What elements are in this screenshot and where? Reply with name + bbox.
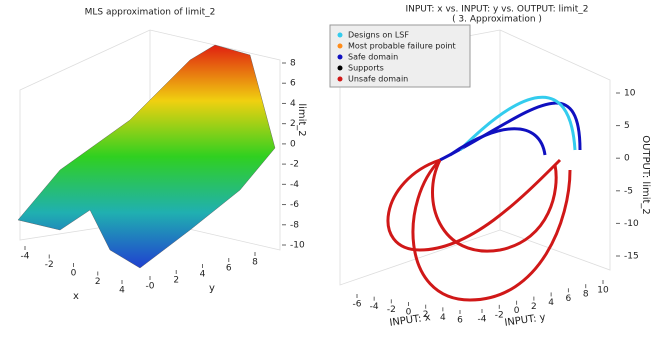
z-tick-label: 10 (624, 89, 636, 99)
z-tick-label: -5 (624, 186, 633, 196)
x-tick-label: 2 (95, 277, 101, 287)
z-tick-label: -4 (290, 180, 299, 190)
surface (17, 44, 276, 269)
z-tick-label: -6 (290, 200, 299, 210)
legend-label: Unsafe domain (348, 75, 408, 84)
legend (329, 24, 471, 88)
y-tick-label: 8 (583, 290, 589, 300)
z-tick-label: -8 (290, 220, 299, 230)
y-tick-label: -4 (478, 315, 487, 325)
y-tick-label: 2 (531, 302, 537, 312)
y-tick-label: 2 (173, 276, 179, 286)
z-tick-label: -10 (290, 241, 305, 251)
chart-subtitle: ( 3. Approximation ) (452, 15, 542, 25)
x-tick-label: -6 (353, 300, 362, 310)
y-axis-label: y (209, 283, 215, 294)
y-axis-label: INPUT: y (504, 312, 546, 329)
z-axis-label: OUTPUT: limit_2 (640, 135, 651, 215)
x-tick-label: -4 (370, 302, 379, 312)
legend-swatch (337, 43, 343, 49)
z-tick-label: 4 (290, 99, 296, 109)
curves (386, 95, 582, 302)
x-tick-label: -2 (387, 305, 396, 315)
left-box (17, 29, 281, 269)
y-tick-label: 4 (200, 270, 206, 280)
x-axis-label: x (73, 291, 79, 302)
x-tick-label: -2 (45, 260, 54, 270)
y-tick-label: 10 (597, 286, 609, 296)
x-tick-label: 4 (119, 286, 125, 296)
y-tick-label: 0 (514, 306, 520, 316)
z-tick-label: 2 (290, 119, 296, 129)
z-axis-label: limit_2 (296, 103, 307, 136)
legend-label: Designs on LSF (348, 31, 409, 40)
x-tick-label: -4 (21, 252, 30, 262)
y-tick-label: 6 (226, 264, 232, 274)
x-tick-label: 4 (440, 313, 446, 323)
z-tick-label: -2 (290, 160, 299, 170)
y-tick-label: 6 (566, 294, 572, 304)
legend-label: Supports (348, 64, 384, 73)
z-tick-label: 5 (624, 121, 630, 131)
legend-swatch (337, 32, 343, 38)
chart-title: MLS approximation of limit_2 (85, 8, 216, 18)
z-tick-label: 6 (290, 79, 296, 89)
y-tick-label: 4 (548, 298, 554, 308)
y-tick-label: -0 (146, 282, 155, 292)
z-tick-label: -10 (624, 219, 639, 229)
x-tick-label: 6 (457, 316, 463, 326)
z-tick-label: 0 (290, 139, 296, 149)
legend-swatch (337, 54, 343, 60)
z-tick-label: 8 (290, 59, 296, 69)
legend-label: Safe domain (348, 53, 398, 62)
legend-swatch (337, 76, 343, 82)
right-box (329, 24, 611, 302)
y-tick-label: -2 (495, 310, 504, 320)
chart-title: INPUT: x vs. INPUT: y vs. OUTPUT: limit_… (405, 5, 588, 15)
x-tick-label: 2 (423, 310, 429, 320)
legend-swatch (337, 65, 343, 71)
x-tick-label: 0 (71, 269, 77, 279)
x-tick-label: 0 (406, 308, 412, 318)
legend-label: Most probable failure point (348, 42, 456, 51)
y-tick-label: 8 (252, 258, 258, 268)
z-tick-label: -15 (624, 252, 639, 262)
z-tick-label: 0 (624, 154, 630, 164)
